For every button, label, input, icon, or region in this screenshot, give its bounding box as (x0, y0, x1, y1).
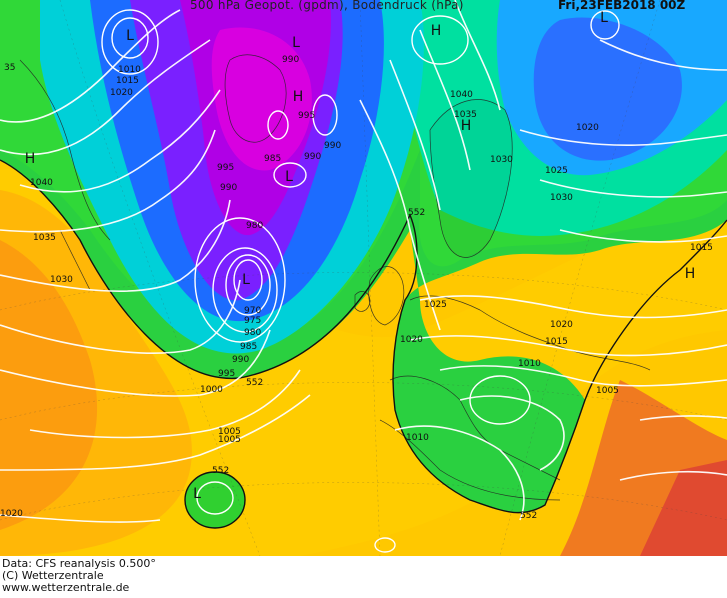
pressure-center-h-7: H (461, 118, 472, 134)
contour-552-cutoff (184, 471, 246, 529)
isobar-label: 1020 (110, 88, 133, 98)
data-source-text: Data: CFS reanalysis 0.500° (2, 557, 156, 570)
isobars (0, 0, 727, 523)
isobar-label: 990 (232, 355, 249, 365)
isobar-label: 1015 (116, 76, 139, 86)
isobar-label: 1025 (424, 300, 447, 310)
isobar-label: 990 (282, 55, 299, 65)
isobar-label: 985 (240, 342, 257, 352)
pressure-center-h-2: H (431, 23, 442, 39)
isobar-label: 1035 (33, 233, 56, 243)
isobar-label: 1020 (400, 335, 423, 345)
isobar-label: 1010 (406, 433, 429, 443)
isobar-label: 980 (244, 328, 261, 338)
pressure-centers: L L H H L H L H L L H (25, 10, 696, 502)
pressure-center-h-3: H (25, 151, 36, 167)
isobar-label: 1040 (450, 90, 473, 100)
pressure-center-l-6: L (242, 272, 250, 288)
pressure-center-l-8: L (600, 10, 608, 26)
isobar-label: 1020 (576, 123, 599, 133)
isobar-label: 1005 (218, 427, 241, 437)
title-bar: 500 hPa Geopot. (gpdm), Bodendruck (hPa)… (0, 0, 727, 14)
isobar-label: 552 (408, 208, 425, 218)
isobar-label: 980 (246, 221, 263, 231)
pressure-center-l-9: L (193, 486, 201, 502)
isobars-low-rings (101, 9, 620, 553)
graticule (0, 0, 727, 557)
isobar-label: 1025 (545, 166, 568, 176)
pressure-center-h-5: H (293, 89, 304, 105)
isobar-label: 1015 (545, 337, 568, 347)
footer: Data: CFS reanalysis 0.500° (C) Wetterze… (0, 556, 727, 594)
isobar-label: 970 (244, 306, 261, 316)
isobar-label: 552 (246, 378, 263, 388)
isobar-label: 975 (244, 316, 261, 326)
copyright-text: (C) Wetterzentrale (2, 569, 104, 582)
pressure-center-l-0: L (126, 28, 134, 44)
isobar-label: 1030 (50, 275, 73, 285)
pressure-center-h-10: H (685, 266, 696, 282)
isobar-label: 990 (220, 183, 237, 193)
isobar-label: 552 (212, 466, 229, 476)
isobar-label: 995 (218, 369, 235, 379)
isobar-label: 1005 (218, 435, 241, 445)
isobar-label: 1035 (454, 110, 477, 120)
website-link[interactable]: www.wetterzentrale.de (2, 581, 130, 594)
field-deep-red-southeast (640, 460, 727, 556)
isobar-label: 995 (298, 111, 315, 121)
isobar-label: 1030 (550, 193, 573, 203)
field-deepblue-northeast (533, 17, 682, 161)
isobar-label: 552 (520, 511, 537, 521)
pressure-center-l-1: L (292, 35, 300, 51)
isobar-label: 1020 (550, 320, 573, 330)
coastlines (19, 54, 651, 501)
isobar-label: 1020 (0, 509, 23, 519)
contour-552-main (0, 159, 727, 514)
pressure-center-l-4: L (285, 169, 293, 185)
isobar-label: 995 (217, 163, 234, 173)
isobar-label: 990 (324, 141, 341, 151)
isobar-label: 35 (4, 63, 15, 73)
isobar-label: 1015 (690, 243, 713, 253)
isobar-label: 990 (304, 152, 321, 162)
isobar-label: 1040 (30, 178, 53, 188)
field-green-cutoff-low (185, 472, 245, 528)
isobar-label: 1010 (518, 359, 541, 369)
isobar-label: 1000 (200, 385, 223, 395)
isobar-label: 985 (264, 154, 281, 164)
land-scandinavia (430, 99, 513, 258)
isobar-label: 1010 (118, 65, 141, 75)
isobar-label: 1005 (596, 386, 619, 396)
field-magenta-core (211, 27, 312, 171)
map-title: 500 hPa Geopot. (gpdm), Bodendruck (hPa) (190, 0, 464, 12)
isobar-label: 1030 (490, 155, 513, 165)
map-date: Fri,23FEB2018 00Z (558, 0, 686, 12)
